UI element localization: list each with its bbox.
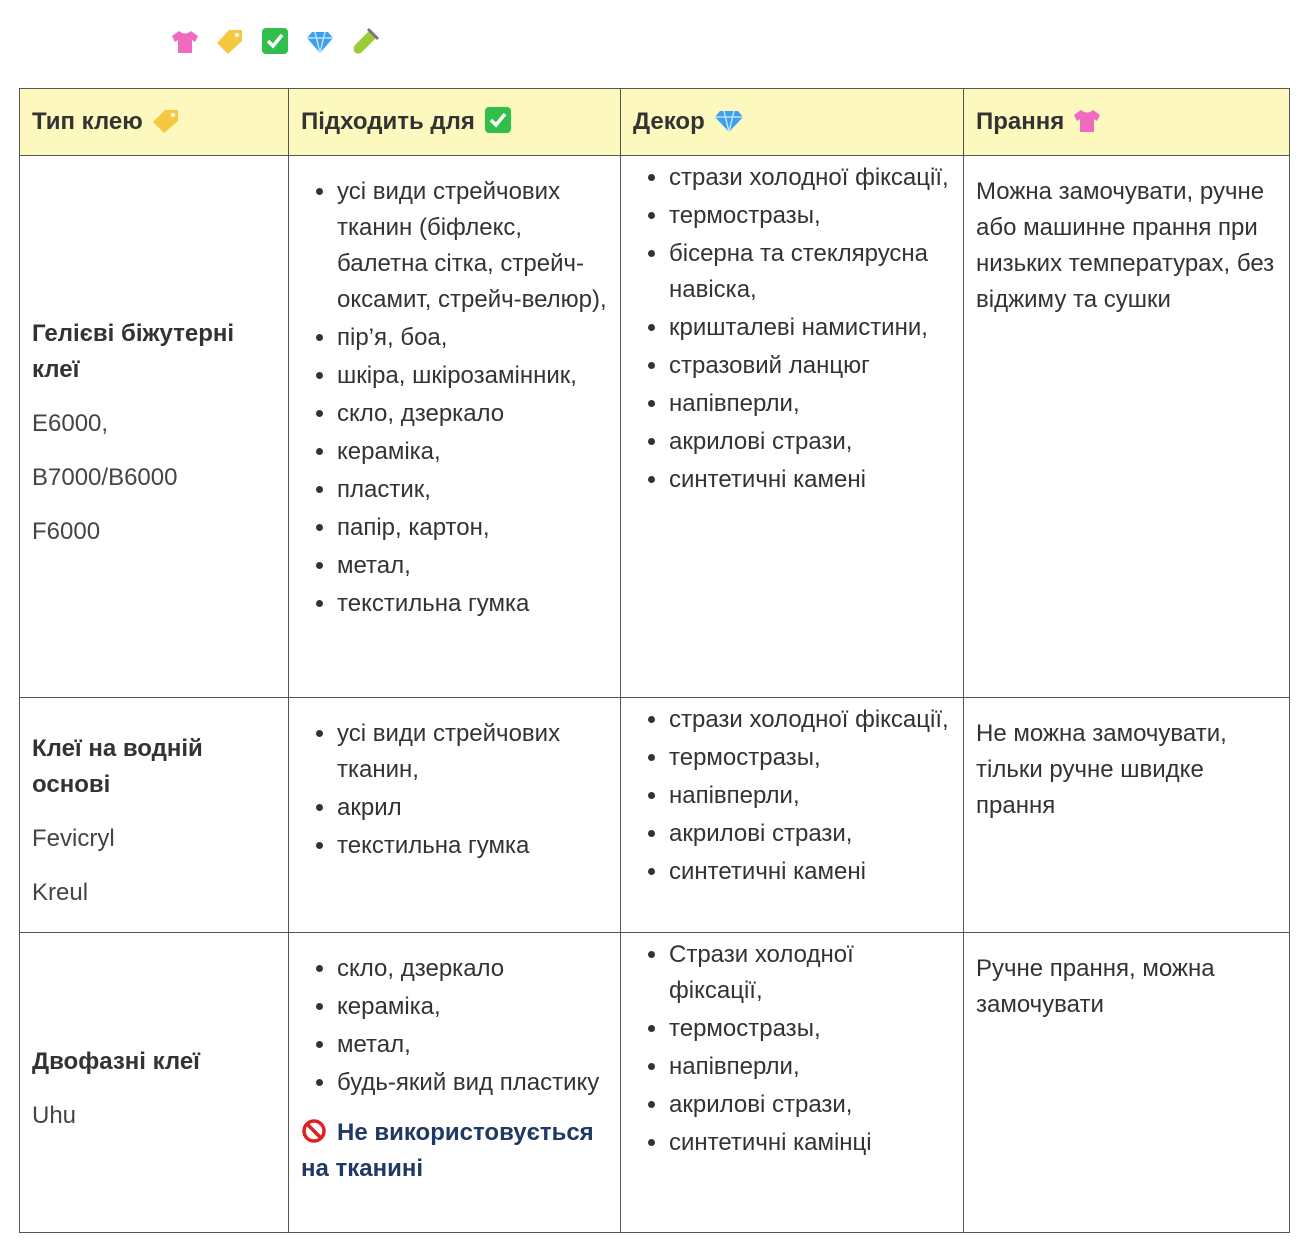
header-cell: Прання <box>963 88 1290 156</box>
header-text: Тип клею <box>32 108 143 135</box>
suitable-item: скло, дзеркало <box>337 951 608 987</box>
glue-name: Клеї на водній основі <box>32 735 203 798</box>
decor-item: стрази холодної фіксації, <box>669 160 951 196</box>
glue-table: Тип клею Підходить для Декор Прання Гелі… <box>19 88 1290 1233</box>
decor-item: стрази холодної фіксації, <box>669 702 951 738</box>
type-cell: Клеї на водній основі Fevicryl Kreul <box>19 697 289 933</box>
shirt-icon <box>172 31 198 53</box>
suitable-item: папір, картон, <box>337 510 608 546</box>
decor-item: синтетичні камінці <box>669 1125 951 1161</box>
suitable-cell: усі види стрейчових тканин,акрилтекстиль… <box>288 697 621 933</box>
decor-item: напівперли, <box>669 386 951 422</box>
type-cell: Двофазні клеї Uhu <box>19 932 289 1233</box>
decor-item: стразовий ланцюг <box>669 348 951 384</box>
decor-item: напівперли, <box>669 778 951 814</box>
decor-cell: стрази холодної фіксації,термостразы,нап… <box>620 697 964 933</box>
decor-cell: стрази холодної фіксації,термостразы,біс… <box>620 155 964 698</box>
washing-cell: Можна замочувати, ручне або машинне пран… <box>963 155 1290 698</box>
shirt-icon <box>1074 110 1101 132</box>
table-row: Гелієві біжутерні клеї E6000, B7000/B6000 F… <box>19 155 1290 698</box>
tag-icon <box>152 110 178 133</box>
suitable-list: скло, дзеркалокераміка,метал,будь-який в… <box>301 951 608 1101</box>
suitable-list: усі види стрейчових тканин (біфлекс, бал… <box>301 174 608 622</box>
header-cell: Декор <box>620 88 964 156</box>
diamond-icon <box>307 31 333 54</box>
suitable-item: будь-який вид пластику <box>337 1065 608 1101</box>
check-icon <box>484 107 511 133</box>
type-cell: Гелієві біжутерні клеї E6000, B7000/B6000 F… <box>19 155 289 698</box>
decor-item: акрилові стрази, <box>669 1087 951 1123</box>
table-row: Клеї на водній основі Fevicryl Kreul усі ви… <box>19 697 1290 933</box>
table-row: Двофазні клеї Uhu скло, дзеркалокераміка,м… <box>19 932 1290 1233</box>
header-cell: Тип клею <box>19 88 289 156</box>
decor-item: кришталеві намистини, <box>669 310 951 346</box>
decor-cell: Стрази холодної фіксації,термостразы,нап… <box>620 932 964 1233</box>
glue-name: Двофазні клеї <box>32 1047 200 1075</box>
decor-item: синтетичні камені <box>669 462 951 498</box>
suitable-item: пластик, <box>337 472 608 508</box>
warning-text: Не використовується на тканині <box>301 1119 594 1182</box>
decor-item: напівперли, <box>669 1049 951 1085</box>
header-cell: Підходить для <box>288 88 621 156</box>
header-text: Прання <box>976 108 1065 135</box>
no-icon <box>302 1119 326 1143</box>
header-text: Декор <box>633 108 705 135</box>
suitable-item: метал, <box>337 1027 608 1063</box>
decor-item: термостразы, <box>669 198 951 234</box>
header-text: Підходить для <box>301 108 475 135</box>
decor-list: Стрази холодної фіксації,термостразы,нап… <box>633 937 951 1161</box>
brand: Fevicryl <box>32 825 115 852</box>
brand: F6000 <box>32 517 101 545</box>
suitable-item: пір’я, боа, <box>337 320 608 356</box>
suitable-cell: скло, дзеркалокераміка,метал,будь-який в… <box>288 932 621 1233</box>
suitable-item: шкіра, шкірозамінник, <box>337 358 608 394</box>
suitable-item: акрил <box>337 790 608 826</box>
suitable-item: текстильна гумка <box>337 586 608 622</box>
decor-list: стрази холодної фіксації,термостразы,біс… <box>633 160 951 498</box>
decor-item: синтетичні камені <box>669 854 951 890</box>
decor-item: Стрази холодної фіксації, <box>669 937 951 1009</box>
suitable-item: кераміка, <box>337 434 608 470</box>
suitable-item: усі види стрейчових тканин, <box>337 716 608 788</box>
glue-name: Гелієві біжутерні клеї <box>32 319 235 383</box>
decor-item: акрилові стрази, <box>669 424 951 460</box>
brand: Uhu <box>32 1101 77 1129</box>
decor-list: стрази холодної фіксації,термостразы,нап… <box>633 702 951 890</box>
suitable-item: текстильна гумка <box>337 828 608 864</box>
suitable-item: кераміка, <box>337 989 608 1025</box>
decor-item: бісерна та стеклярусна навіска, <box>669 236 951 308</box>
suitable-item: скло, дзеркало <box>337 396 608 432</box>
suitable-list: усі види стрейчових тканин,акрилтекстиль… <box>301 716 608 864</box>
decor-item: термостразы, <box>669 740 951 776</box>
tube-icon <box>353 27 380 54</box>
suitable-item: усі види стрейчових тканин (біфлекс, бал… <box>337 174 608 318</box>
diamond-icon <box>714 110 743 133</box>
brand: B7000/B6000 <box>32 463 178 491</box>
warning: Не використовується на тканині <box>301 1115 608 1187</box>
header-row: Тип клею Підходить для Декор Прання <box>19 88 1290 156</box>
tag-icon <box>217 30 242 54</box>
washing-cell: Не можна замочувати, тільки ручне швидке… <box>963 697 1290 933</box>
decor-item: термостразы, <box>669 1011 951 1047</box>
icon-bar <box>170 27 380 55</box>
brand: E6000, <box>32 409 109 437</box>
suitable-cell: усі види стрейчових тканин (біфлекс, бал… <box>288 155 621 698</box>
washing-cell: Ручне прання, можна замочувати <box>963 932 1290 1233</box>
decor-item: акрилові стрази, <box>669 816 951 852</box>
suitable-item: метал, <box>337 548 608 584</box>
brand: Kreul <box>32 879 89 906</box>
check-icon <box>262 28 288 54</box>
